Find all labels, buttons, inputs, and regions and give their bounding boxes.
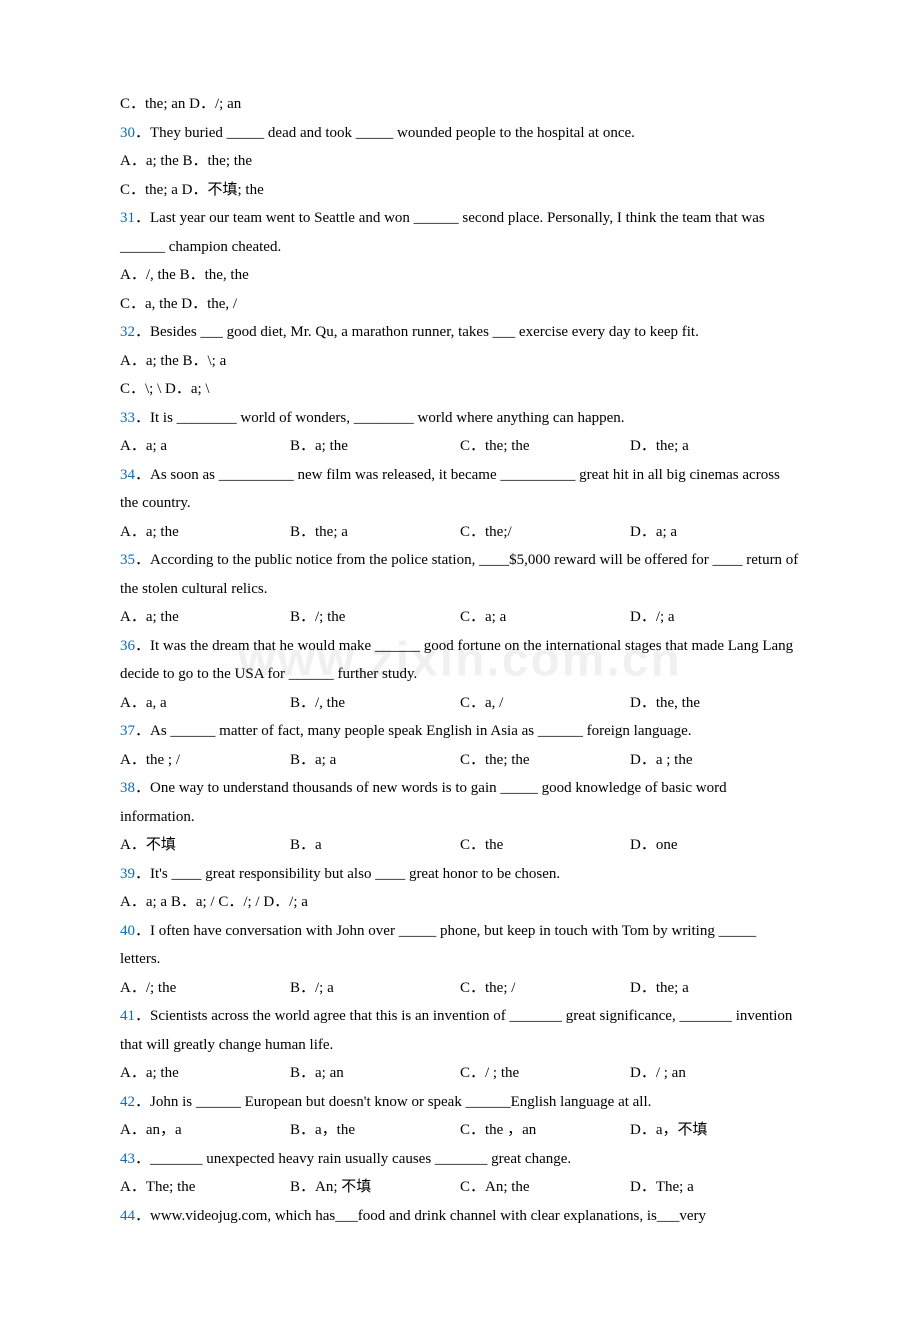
q36-opt-d: D．the, the (630, 689, 800, 718)
q42-number: 42 (120, 1094, 135, 1110)
q33-opt-c: C．the; the (460, 432, 630, 461)
q41-number: 41 (120, 1008, 135, 1024)
q40-opt-c: C．the; / (460, 974, 630, 1003)
q42-opts: A．an，a B．a，the C．the ，an D．a，不填 (120, 1116, 800, 1145)
q35-opt-d: D．/; a (630, 603, 800, 632)
q36-opts: A．a, a B．/, the C．a, / D．the, the (120, 689, 800, 718)
q35-number: 35 (120, 552, 135, 568)
q36-stem: 36．It was the dream that he would make _… (120, 632, 800, 689)
prev-options-cd: C．the; an D．/; an (120, 90, 800, 119)
q33-stem: 33．It is ________ world of wonders, ____… (120, 404, 800, 433)
q37-opt-a: A．the ; / (120, 746, 290, 775)
q31-opts-ab: A．/, the B．the, the (120, 261, 800, 290)
q36-opt-a: A．a, a (120, 689, 290, 718)
q33-opt-b: B．a; the (290, 432, 460, 461)
q41-stem: 41．Scientists across the world agree tha… (120, 1002, 800, 1059)
q34-stem: 34．As soon as __________ new film was re… (120, 461, 800, 518)
q42-opt-d: D．a，不填 (630, 1116, 800, 1145)
q33-opt-a: A．a; a (120, 432, 290, 461)
q38-opt-b: B．a (290, 831, 460, 860)
q42-opt-b: B．a，the (290, 1116, 460, 1145)
q41-opt-b: B．a; an (290, 1059, 460, 1088)
document-page: www.zixin.com.cn C．the; an D．/; an 30．Th… (0, 0, 920, 1320)
q41-opt-c: C．/ ; the (460, 1059, 630, 1088)
q34-opt-b: B．the; a (290, 518, 460, 547)
q38-opt-c: C．the (460, 831, 630, 860)
q39-stem: 39．It's ____ great responsibility but al… (120, 860, 800, 889)
q40-opt-a: A．/; the (120, 974, 290, 1003)
q35-opt-b: B．/; the (290, 603, 460, 632)
q37-opts: A．the ; / B．a; a C．the; the D．a ; the (120, 746, 800, 775)
q32-stem: 32．Besides ___ good diet, Mr. Qu, a mara… (120, 318, 800, 347)
q34-opt-a: A．a; the (120, 518, 290, 547)
q38-number: 38 (120, 780, 135, 796)
q38-stem: 38．One way to understand thousands of ne… (120, 774, 800, 831)
q30-number: 30 (120, 125, 135, 141)
q37-opt-b: B．a; a (290, 746, 460, 775)
q37-number: 37 (120, 723, 135, 739)
q30-opts-cd: C．the; a D．不填; the (120, 176, 800, 205)
q34-opt-c: C．the;/ (460, 518, 630, 547)
q33-opts: A．a; a B．a; the C．the; the D．the; a (120, 432, 800, 461)
q32-opts-cd: C．\; \ D．a; \ (120, 375, 800, 404)
q43-opt-a: A．The; the (120, 1173, 290, 1202)
q41-opt-d: D．/ ; an (630, 1059, 800, 1088)
q37-opt-d: D．a ; the (630, 746, 800, 775)
q31-stem: 31．Last year our team went to Seattle an… (120, 204, 800, 261)
q36-opt-c: C．a, / (460, 689, 630, 718)
q41-opt-a: A．a; the (120, 1059, 290, 1088)
q37-stem: 37．As ______ matter of fact, many people… (120, 717, 800, 746)
q30-opts-ab: A．a; the B．the; the (120, 147, 800, 176)
q43-stem: 43．_______ unexpected heavy rain usually… (120, 1145, 800, 1174)
q31-number: 31 (120, 210, 135, 226)
q40-opts: A．/; the B．/; a C．the; / D．the; a (120, 974, 800, 1003)
q42-stem: 42．John is ______ European but doesn't k… (120, 1088, 800, 1117)
q34-number: 34 (120, 467, 135, 483)
q43-number: 43 (120, 1151, 135, 1167)
q42-opt-a: A．an，a (120, 1116, 290, 1145)
q43-opt-d: D．The; a (630, 1173, 800, 1202)
q44-stem: 44．www.videojug.com, which has___food an… (120, 1202, 800, 1231)
q34-opt-d: D．a; a (630, 518, 800, 547)
q40-number: 40 (120, 923, 135, 939)
q40-stem: 40．I often have conversation with John o… (120, 917, 800, 974)
q39-number: 39 (120, 866, 135, 882)
q35-stem: 35．According to the public notice from t… (120, 546, 800, 603)
q38-opt-d: D．one (630, 831, 800, 860)
q31-opts-cd: C．a, the D．the, / (120, 290, 800, 319)
q32-number: 32 (120, 324, 135, 340)
q38-opt-a: A．不填 (120, 831, 290, 860)
q35-opts: A．a; the B．/; the C．a; a D．/; a (120, 603, 800, 632)
q41-opts: A．a; the B．a; an C．/ ; the D．/ ; an (120, 1059, 800, 1088)
q39-opts: A．a; a B．a; / C．/; / D．/; a (120, 888, 800, 917)
q44-number: 44 (120, 1208, 135, 1224)
q38-opts: A．不填 B．a C．the D．one (120, 831, 800, 860)
q33-opt-d: D．the; a (630, 432, 800, 461)
q35-opt-c: C．a; a (460, 603, 630, 632)
q37-opt-c: C．the; the (460, 746, 630, 775)
q36-number: 36 (120, 638, 135, 654)
q43-opt-c: C．An; the (460, 1173, 630, 1202)
q32-opts-ab: A．a; the B．\; a (120, 347, 800, 376)
q40-opt-b: B．/; a (290, 974, 460, 1003)
q30-stem: 30．They buried _____ dead and took _____… (120, 119, 800, 148)
q35-opt-a: A．a; the (120, 603, 290, 632)
q43-opts: A．The; the B．An; 不填 C．An; the D．The; a (120, 1173, 800, 1202)
q42-opt-c: C．the ，an (460, 1116, 630, 1145)
q36-opt-b: B．/, the (290, 689, 460, 718)
q40-opt-d: D．the; a (630, 974, 800, 1003)
q33-number: 33 (120, 410, 135, 426)
q34-opts: A．a; the B．the; a C．the;/ D．a; a (120, 518, 800, 547)
q43-opt-b: B．An; 不填 (290, 1173, 460, 1202)
